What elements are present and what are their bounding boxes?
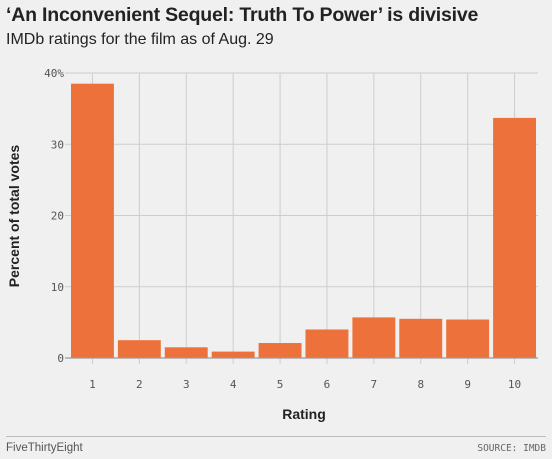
bars-layer — [71, 83, 536, 358]
bar-chart: 0 10 20 30 40% 1 2 3 4 5 6 7 8 9 10 Rating Percent of … — [6, 67, 538, 422]
source-note: SOURCE: IMDB — [477, 443, 546, 454]
y-tick-label: 30 — [51, 138, 64, 151]
bar-rating-2 — [117, 340, 161, 358]
bar-rating-9 — [446, 319, 490, 358]
grid-layer — [65, 72, 538, 364]
y-tick-label: 40% — [44, 67, 64, 80]
y-tick-label: 0 — [57, 352, 64, 365]
bar-rating-3 — [164, 347, 208, 358]
chart-title: ‘An Inconvenient Sequel: Truth To Power’… — [6, 4, 479, 26]
y-axis-label: Percent of total votes — [6, 145, 22, 288]
x-tick-label: 3 — [183, 378, 190, 391]
x-tick-label: 10 — [508, 378, 521, 391]
footer-divider — [6, 436, 546, 437]
bar-rating-6 — [305, 329, 349, 358]
brand-logo-text: FiveThirtyEight — [6, 442, 83, 454]
x-tick-label: 7 — [371, 378, 378, 391]
bar-rating-4 — [211, 351, 255, 358]
y-tick-label: 10 — [51, 281, 64, 294]
x-tick-label: 8 — [417, 378, 424, 391]
y-tick-label: 20 — [51, 210, 64, 223]
bar-rating-7 — [352, 317, 396, 358]
x-tick-label: 5 — [277, 378, 284, 391]
x-axis-label: Rating — [282, 406, 326, 422]
bar-rating-1 — [71, 83, 114, 358]
x-tick-label: 2 — [136, 378, 143, 391]
x-tick-label: 4 — [230, 378, 237, 391]
ticks-layer: 0 10 20 30 40% 1 2 3 4 5 6 7 8 9 10 — [44, 67, 538, 391]
chart-subtitle: IMDb ratings for the film as of Aug. 29 — [6, 31, 274, 48]
bar-rating-5 — [258, 343, 302, 358]
x-tick-label: 9 — [464, 378, 471, 391]
x-tick-label: 6 — [324, 378, 331, 391]
x-tick-label: 1 — [89, 378, 96, 391]
bar-rating-8 — [399, 318, 443, 358]
bar-rating-10 — [493, 117, 536, 358]
